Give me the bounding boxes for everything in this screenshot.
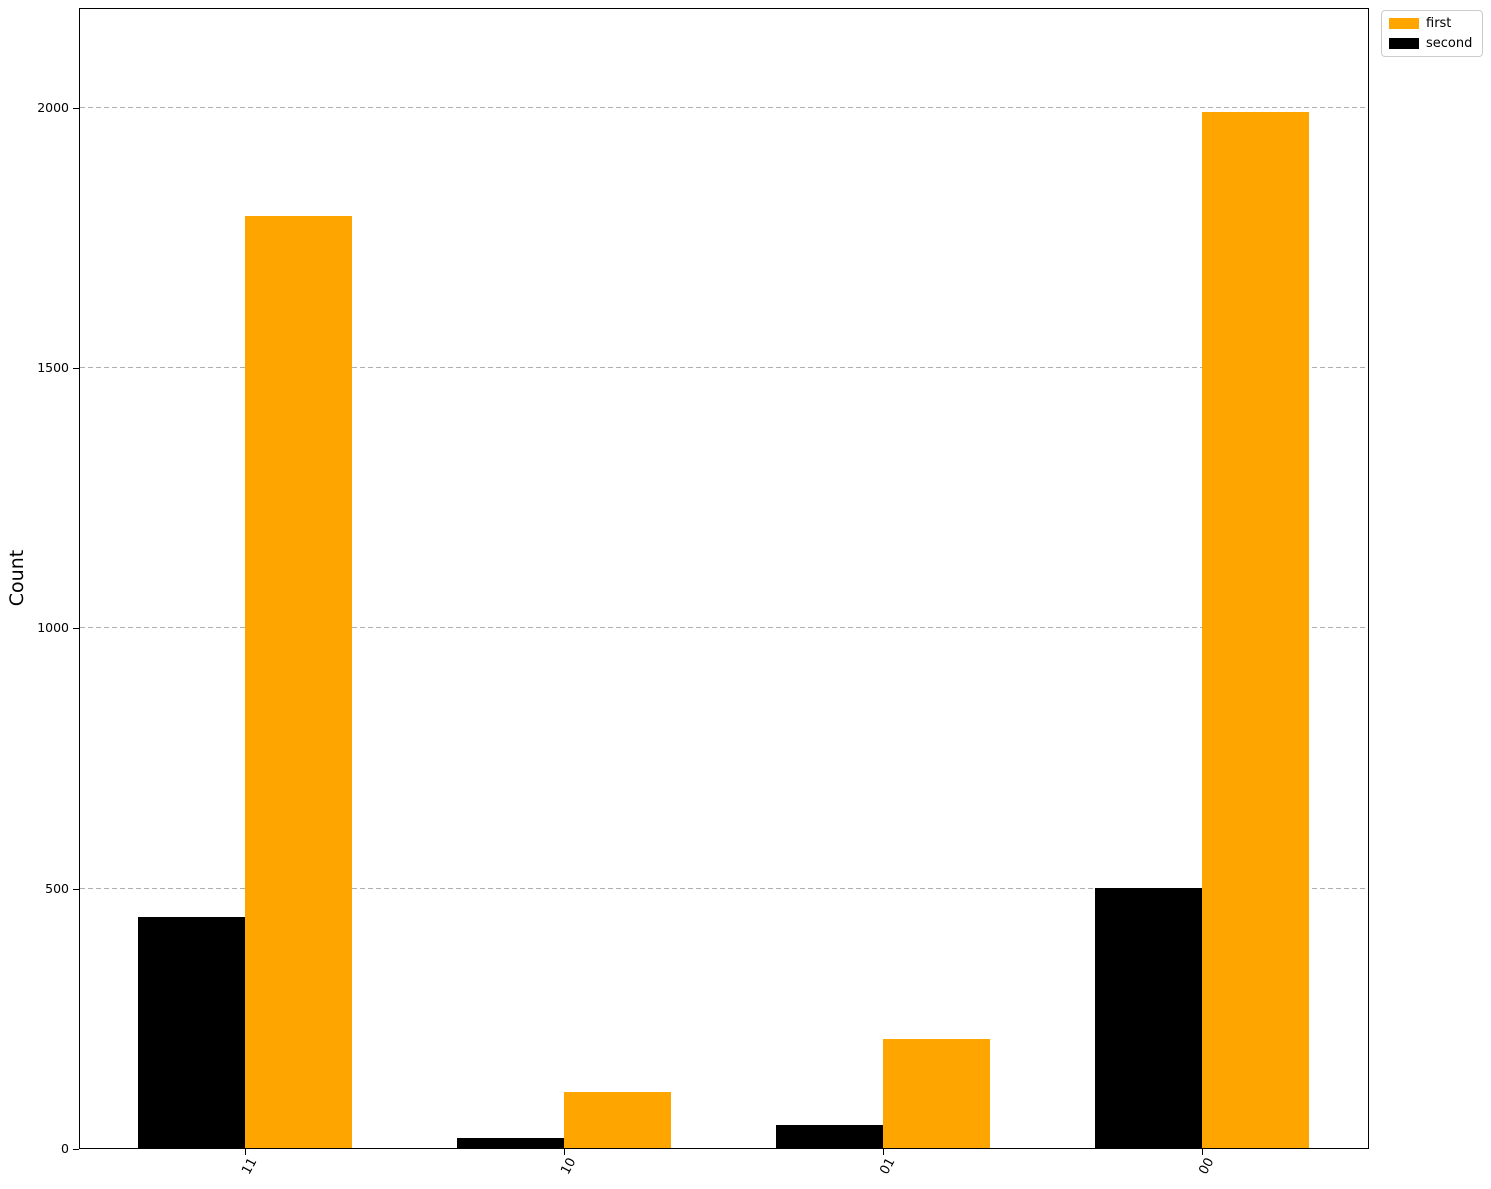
y-tick-label-500: 500 [45, 880, 69, 896]
y-tick-label-0: 0 [61, 1140, 69, 1156]
gridline-500 [80, 888, 1368, 889]
legend-label-second: second [1426, 35, 1473, 51]
gridline-1500 [80, 367, 1368, 368]
bar-second-01 [776, 1125, 883, 1148]
y-tick-mark-1500 [73, 368, 79, 369]
y-tick-mark-2000 [73, 108, 79, 109]
legend: first second [1381, 10, 1483, 58]
bar-first-01 [883, 1039, 990, 1148]
bar-second-11 [138, 917, 245, 1148]
x-tick-label-01: 01 [877, 1155, 899, 1178]
x-tick-label-10: 10 [558, 1155, 580, 1178]
x-tick-mark-10 [564, 1149, 565, 1155]
bar-first-00 [1202, 112, 1309, 1148]
legend-item-first: first [1389, 16, 1475, 32]
legend-item-second: second [1389, 36, 1475, 52]
legend-label-first: first [1426, 16, 1452, 31]
bar-second-00 [1095, 888, 1202, 1148]
plot-area [79, 8, 1369, 1149]
bar-second-10 [457, 1138, 564, 1148]
y-tick-label-2000: 2000 [37, 99, 69, 115]
y-tick-mark-1000 [73, 628, 79, 629]
legend-swatch-second [1389, 37, 1419, 49]
x-tick-mark-01 [883, 1149, 884, 1155]
x-tick-label-00: 00 [1196, 1155, 1218, 1178]
gridline-2000 [80, 107, 1368, 108]
x-tick-label-11: 11 [239, 1155, 261, 1178]
bar-first-11 [245, 216, 352, 1148]
y-axis-label: Count [6, 549, 28, 607]
x-tick-mark-11 [245, 1149, 246, 1155]
y-tick-label-1500: 1500 [37, 359, 69, 375]
y-tick-mark-500 [73, 889, 79, 890]
y-tick-label-1000: 1000 [37, 620, 69, 636]
legend-swatch-first [1389, 18, 1419, 30]
gridline-1000 [80, 627, 1368, 628]
x-tick-mark-00 [1202, 1149, 1203, 1155]
bar-first-10 [564, 1092, 671, 1148]
y-tick-mark-0 [73, 1149, 79, 1150]
